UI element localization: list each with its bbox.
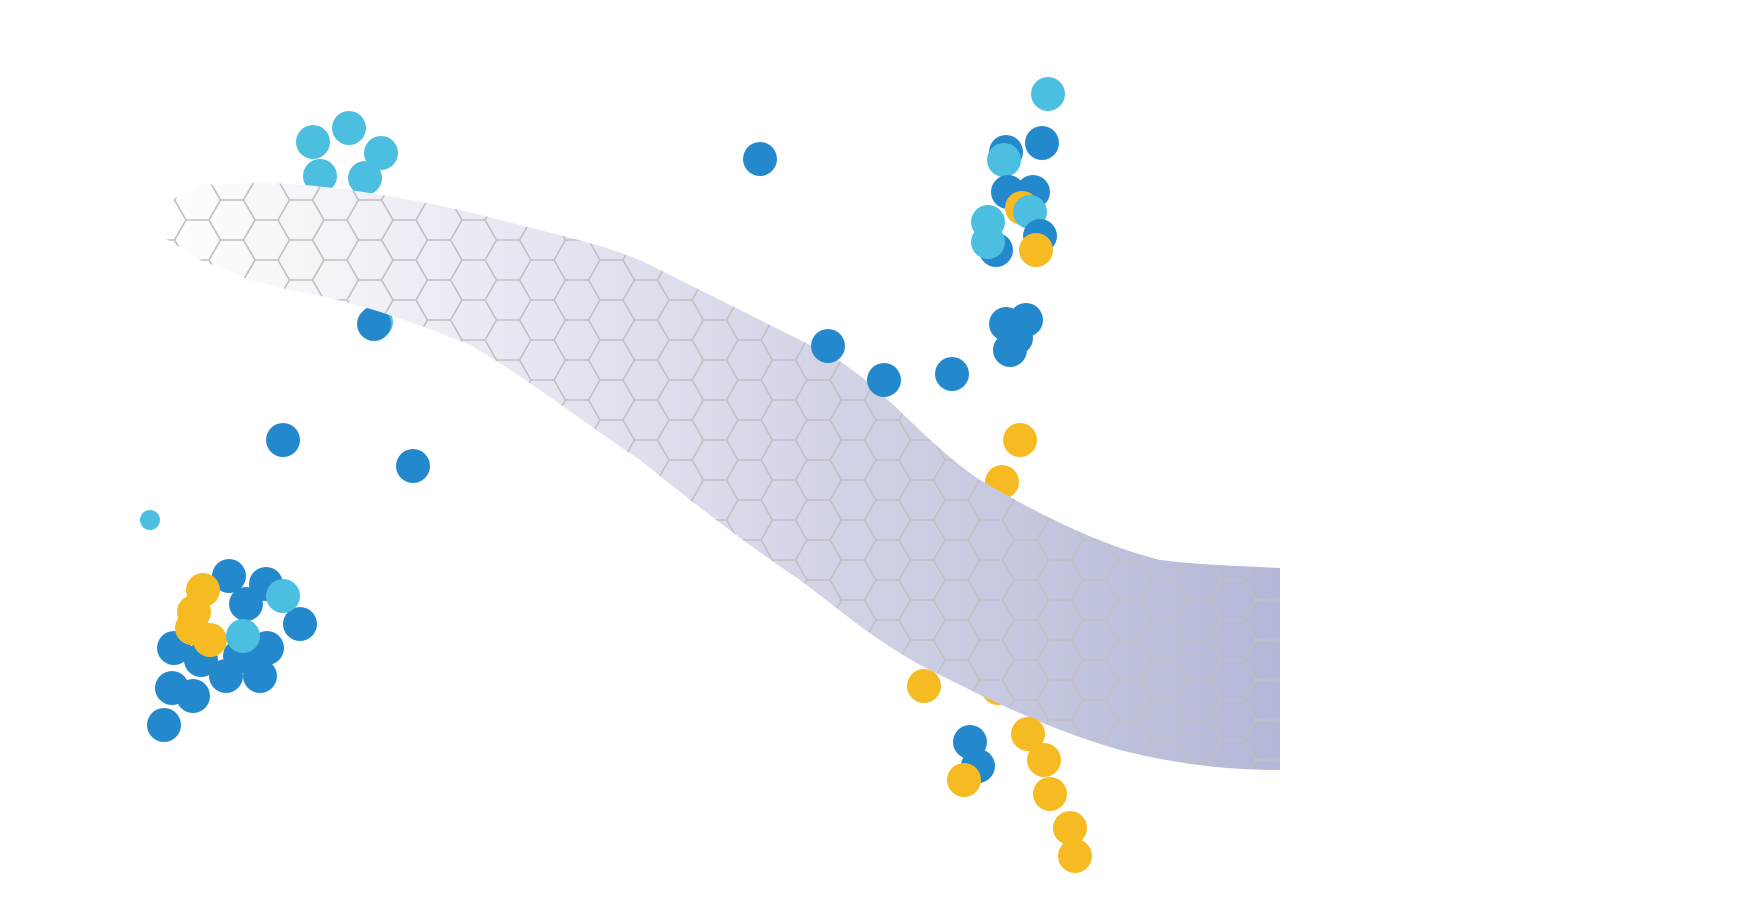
cluster-bottom-left-particle	[176, 679, 210, 713]
cluster-bottom-left-particle	[226, 619, 260, 653]
cluster-bottom-left-particle	[147, 708, 181, 742]
cluster-bottom-right-particle	[1053, 811, 1087, 845]
scattered-middle-particle	[266, 423, 300, 457]
cluster-top-right-particle	[1025, 126, 1059, 160]
cluster-bottom-right-particle	[1027, 743, 1061, 777]
cluster-top-right-particle	[993, 333, 1027, 367]
cluster-bottom-left-particle	[266, 579, 300, 613]
cluster-bottom-left-particle	[209, 659, 243, 693]
cluster-bottom-right-particle	[907, 669, 941, 703]
cluster-top-right-particle	[971, 225, 1005, 259]
cluster-top-left-particle	[357, 307, 391, 341]
cluster-bottom-left-particle	[193, 623, 227, 657]
scattered-middle-particle	[396, 449, 430, 483]
cluster-top-right-particle	[987, 143, 1021, 177]
cluster-top-left-particle	[332, 111, 366, 145]
cluster-bottom-left-particle	[229, 587, 263, 621]
scattered-middle-particle	[743, 142, 777, 176]
cluster-bottom-right-particle	[1011, 717, 1045, 751]
cluster-bottom-left-particle	[283, 607, 317, 641]
membrane-hex-lattice	[152, 182, 1280, 770]
cluster-top-right-particle	[1019, 233, 1053, 267]
cluster-bottom-left-particle	[212, 559, 246, 593]
scattered-middle-particle	[811, 329, 845, 363]
cluster-top-left-particle	[296, 125, 330, 159]
particles-front	[140, 77, 1092, 873]
cluster-bottom-right-particle	[947, 763, 981, 797]
cluster-bottom-right-particle	[1058, 839, 1092, 873]
cluster-bottom-right-particle	[1033, 777, 1067, 811]
cluster-bottom-left-particle	[140, 510, 160, 530]
membrane-sheet	[152, 182, 1280, 770]
cluster-top-left-particle	[364, 136, 398, 170]
cluster-top-left-particle	[348, 161, 382, 195]
cluster-top-left-particle	[303, 159, 337, 193]
scattered-middle-particle	[1003, 423, 1037, 457]
cluster-bottom-left-particle	[243, 659, 277, 693]
scattered-middle-particle	[867, 363, 901, 397]
cluster-top-right-particle	[1031, 77, 1065, 111]
scattered-middle-particle	[935, 357, 969, 391]
